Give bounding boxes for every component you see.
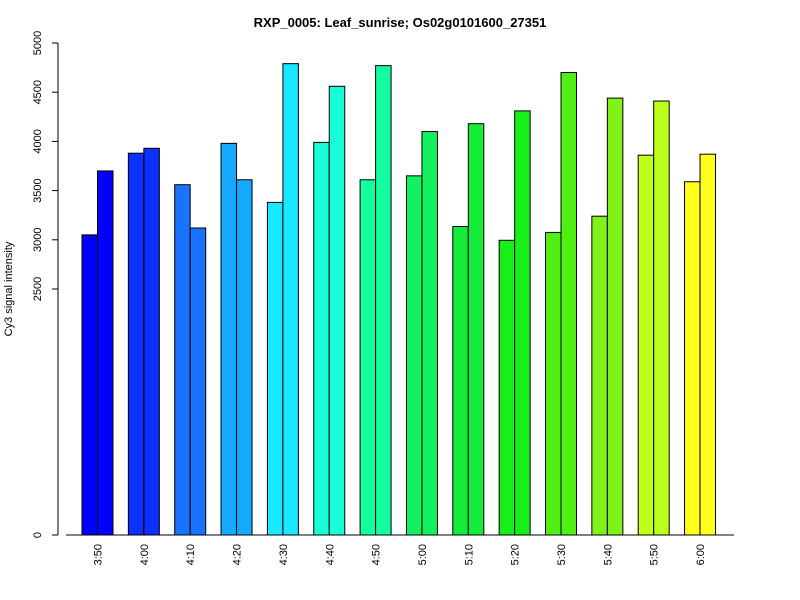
- bar: [328, 85, 346, 536]
- x-tick-label: 6:00: [695, 544, 707, 565]
- bar: [143, 147, 160, 536]
- bar: [97, 170, 114, 536]
- x-tick-label: 4:10: [185, 544, 197, 565]
- x-tick-label: 4:00: [139, 544, 151, 565]
- x-axis: 3:50 4:00 4:10 4:20 4:30 4:40 4:50 5:00 5:10 5:20…: [66, 534, 734, 565]
- x-tick-label: 4:30: [278, 544, 290, 565]
- bar: [282, 63, 299, 536]
- bar: [81, 234, 98, 536]
- bars: [81, 63, 717, 536]
- bar: [266, 201, 284, 536]
- chart-title: RXP_0005: Leaf_sunrise; Os02g0101600_273…: [254, 15, 547, 30]
- bar: [189, 227, 207, 536]
- bar: [375, 65, 392, 536]
- y-tick-label: 5000: [32, 31, 44, 55]
- x-tick-label: 5:50: [649, 544, 661, 565]
- bar: [405, 175, 423, 536]
- x-tick-label: 5:40: [602, 544, 614, 565]
- bar: [452, 226, 469, 536]
- bar: [637, 154, 655, 536]
- y-axis: 0 2500 3000 3500 4000 4500 5000: [32, 31, 59, 538]
- bar: [467, 123, 485, 536]
- x-tick-label: 4:40: [324, 544, 336, 565]
- x-tick-label: 5:30: [556, 544, 568, 565]
- y-tick-label: 3500: [32, 178, 44, 202]
- bar: [514, 110, 531, 536]
- bar: [653, 100, 670, 536]
- y-axis-label: Cy3 signal intensity: [3, 241, 15, 336]
- x-tick-label: 5:10: [463, 544, 475, 565]
- bar: [421, 131, 438, 536]
- bar: [220, 142, 238, 536]
- bar: [236, 179, 253, 536]
- x-tick-label: 3:50: [93, 544, 105, 565]
- bar: [606, 97, 624, 536]
- bar: [313, 141, 330, 536]
- bar: [684, 181, 701, 536]
- y-tick-label: 4500: [32, 80, 44, 104]
- bar: [699, 153, 717, 536]
- bar: [591, 215, 608, 536]
- y-tick-label: 2500: [32, 277, 44, 301]
- bar: [498, 239, 516, 536]
- bar: [127, 152, 145, 536]
- y-tick-label: 3000: [32, 228, 44, 252]
- x-tick-label: 4:50: [371, 544, 383, 565]
- bar: [359, 179, 377, 536]
- x-tick-label: 5:20: [510, 544, 522, 565]
- x-tick-label: 5:00: [417, 544, 429, 565]
- bar: [560, 72, 577, 536]
- y-tick-label: 0: [32, 532, 44, 538]
- y-tick-label: 4000: [32, 129, 44, 153]
- bar: [545, 231, 562, 536]
- x-tick-label: 4:20: [232, 544, 244, 565]
- bar: [174, 184, 191, 536]
